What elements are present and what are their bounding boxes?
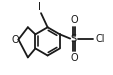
Text: O: O <box>69 15 77 25</box>
Text: Cl: Cl <box>95 34 104 44</box>
Text: O: O <box>12 34 19 44</box>
Text: O: O <box>69 53 77 63</box>
Text: S: S <box>70 34 76 44</box>
Text: I: I <box>37 2 40 12</box>
